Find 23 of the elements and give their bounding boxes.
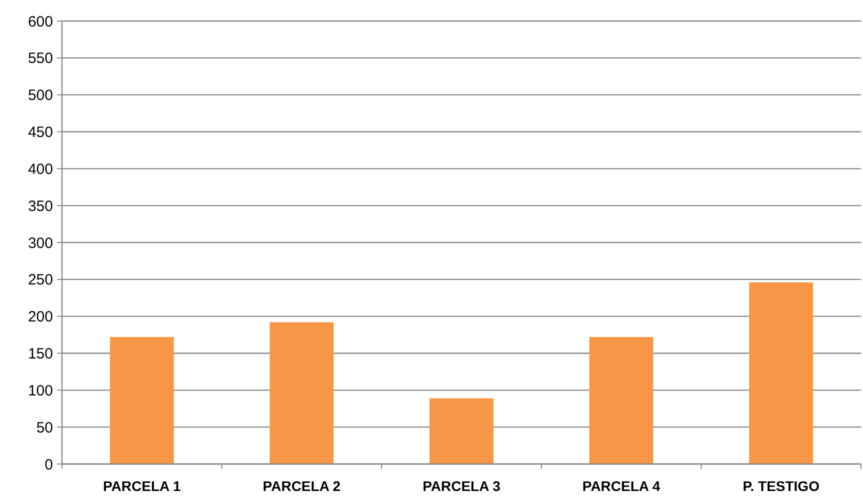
bar	[430, 398, 494, 464]
y-tick-label: 150	[28, 346, 53, 362]
y-tick-label: 450	[28, 124, 53, 141]
bar	[589, 337, 654, 464]
y-tick-label: 100	[28, 382, 53, 400]
y-tick-label: 600	[28, 13, 53, 30]
bar	[110, 337, 174, 464]
y-tick-label: 50	[36, 419, 53, 436]
y-tick-label: 500	[28, 87, 53, 104]
y-tick-label: 300	[28, 234, 53, 252]
x-tick-label: P. TESTIGO	[742, 478, 820, 494]
x-tick-label: PARCELA 4	[582, 478, 660, 494]
y-tick-label: 350	[28, 198, 53, 215]
x-tick-label: PARCELA 3	[422, 478, 501, 494]
y-tick-label: 0	[44, 456, 53, 474]
y-tick-label: 250	[28, 272, 53, 289]
y-tick-label: 400	[28, 160, 53, 178]
y-tick-label: 200	[28, 308, 53, 326]
x-tick-label: PARCELA 2	[262, 478, 341, 494]
bar	[270, 322, 334, 464]
x-tick-label: PARCELA 1	[103, 478, 181, 494]
y-tick-label: 550	[28, 50, 53, 68]
bar	[749, 282, 814, 464]
